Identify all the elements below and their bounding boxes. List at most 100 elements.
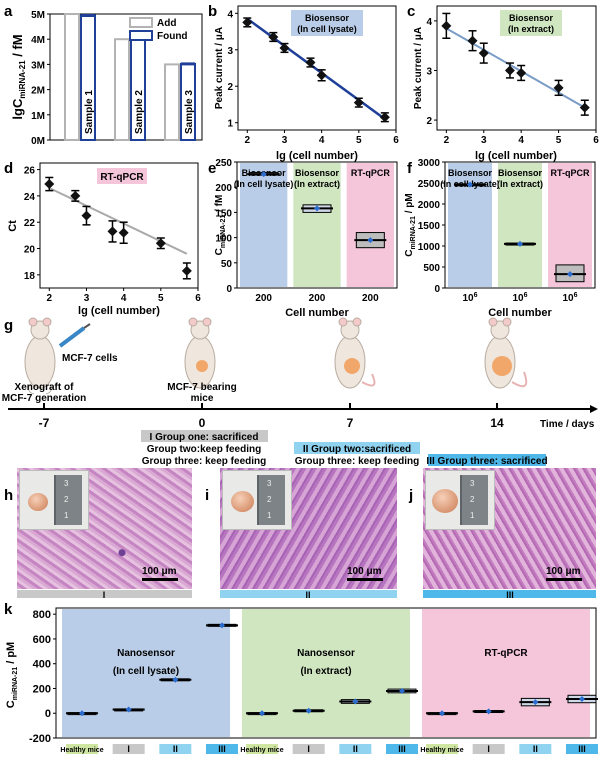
band-label-line: Biosensor: [498, 168, 543, 178]
tumor-icon: [28, 493, 48, 511]
legend-label-add: Add: [157, 18, 176, 29]
category-bar: [246, 744, 278, 754]
panel-letter-j: j: [408, 487, 413, 504]
group-note: Group three: keep feeding: [142, 456, 266, 467]
x-tick-label: 5: [556, 135, 562, 146]
y-tick-label: 20: [24, 245, 36, 256]
y-tick-label: 0M: [31, 136, 45, 147]
bar-add: [164, 63, 180, 141]
panel-a-y-ticks: 0M 1M 2M 3M 4M 5M: [31, 10, 50, 147]
y-tick-label: 4: [426, 17, 432, 28]
category-label: III: [578, 744, 586, 754]
x-tick-label: 6: [195, 293, 201, 304]
tumor-photo-inset: 3 2 1: [19, 470, 89, 530]
scale-bar: 100 μm: [347, 566, 383, 581]
panel-letter-d: d: [4, 160, 13, 177]
band-label: RT-qPCR: [551, 168, 590, 178]
panel-k-mice-comparison: Nanosensor (In cell lysate)Healthy mice I I…: [5, 607, 598, 754]
legend-swatch-add: [129, 17, 153, 28]
x-tick-label: 3: [282, 135, 288, 146]
panel-a-bar-chart: 0M 1M 2M 3M 4M 5M Sample 1 Sample 2 Sample 3 lg…: [10, 10, 203, 147]
data-point: [316, 70, 327, 81]
method-band: [240, 163, 288, 287]
ruler-icon: 3 2 1: [54, 475, 82, 525]
y-tick-label: -200: [29, 733, 51, 745]
scale-bar: 100 μm: [142, 566, 178, 581]
panel-f-ylabel: CmiRNA-21 / pM: [404, 193, 417, 256]
band-label-line: (In extract): [497, 179, 543, 189]
day-label: 14: [490, 416, 504, 430]
band-label-line: RT-qPCR: [484, 648, 528, 659]
histology-image-i: 3 2 1 100 μm: [220, 468, 397, 589]
cat-base: 10: [462, 293, 474, 304]
y-tick-label: 3000: [418, 158, 441, 169]
day-label: 7: [347, 416, 354, 430]
panel-b-calibration-plot: 2 3 4 5 6 1 2 3 4 Biosensor (In cell lysate) lg (…: [214, 5, 399, 162]
data-point: [567, 271, 573, 278]
y-tick-label: 100: [215, 234, 232, 245]
y-tick-label: 1M: [31, 111, 45, 122]
data-point: [107, 226, 118, 237]
y-tick-label: 26: [24, 166, 36, 177]
scale-bar: 100 μm: [546, 566, 582, 581]
panel-letter-e: e: [208, 160, 216, 177]
data-point: [439, 710, 445, 717]
x-tick-label: 4: [121, 293, 127, 304]
group-one-highlight: [141, 430, 268, 442]
mouse-illustration-3: [334, 317, 376, 389]
fit-line: [48, 187, 188, 255]
category-label: II: [353, 744, 358, 754]
x-category-label: 106: [512, 292, 527, 304]
category-label: III: [398, 744, 406, 754]
histology-image-j: 3 2 1 100 μm: [423, 468, 596, 589]
y-tick-label: 1500: [418, 221, 441, 232]
panel-b-tag-box: [291, 10, 363, 36]
category-label: III: [218, 744, 226, 754]
data-point: [172, 676, 179, 683]
band-label: Biosensor (In extract): [497, 168, 543, 189]
data-point: [532, 699, 539, 706]
data-point: [44, 179, 55, 190]
stage-label-1: Xenograft of MCF-7 generation: [2, 382, 86, 404]
data-point: [118, 227, 129, 238]
panel-letter-h: h: [4, 487, 13, 504]
panel-k-content: Nanosensor (In cell lysate)Healthy mice I I…: [29, 609, 598, 754]
method-band: [293, 163, 341, 287]
panel-d-content: 2 3 4 5 6 18 20 22 24 26: [24, 166, 201, 304]
band-label-line: RT-qPCR: [351, 168, 390, 178]
category-label: Healthy mice: [420, 747, 463, 754]
panel-f-content: Biosensor(In cell lysate)106Biosensor(In…: [418, 158, 592, 304]
group-note: Group three: keep feeding: [295, 456, 419, 467]
data-point: [155, 238, 166, 249]
panel-letter-f: f: [407, 160, 413, 177]
y-tick-label: 22: [24, 218, 36, 229]
data-point: [81, 210, 92, 221]
band-label-line: (In extract): [300, 666, 351, 677]
histology-group-label-3: III: [506, 590, 514, 600]
data-point: [219, 622, 225, 629]
x-tick-label: 6: [593, 135, 599, 146]
y-tick-label: 500: [423, 263, 440, 274]
ruler-icon: 3 2 1: [460, 475, 488, 525]
data-point: [504, 65, 515, 76]
cat-exp: 6: [474, 292, 478, 299]
histology-group-bar-2: [220, 590, 397, 598]
category-label: Sample 2: [134, 90, 145, 134]
tumor-icon: [196, 360, 208, 372]
x-category-label: 200: [362, 293, 379, 304]
y-tick-label: 0: [434, 284, 440, 295]
y-tick-label: 0: [226, 284, 232, 295]
histology-image-h: 3 2 1 100 μm: [17, 468, 192, 589]
cat-exp: 6: [524, 292, 528, 299]
bar-add: [64, 13, 80, 141]
x-category-label: 106: [562, 292, 577, 304]
group-three-highlight: [428, 454, 546, 466]
category-label: Sample 3: [184, 90, 195, 134]
day-label: 0: [199, 416, 206, 430]
data-point: [125, 706, 132, 713]
data-point: [305, 57, 316, 68]
data-point: [485, 708, 492, 715]
time-axis-label: Time / days: [540, 419, 595, 430]
y-tick-label: 800: [33, 609, 51, 621]
